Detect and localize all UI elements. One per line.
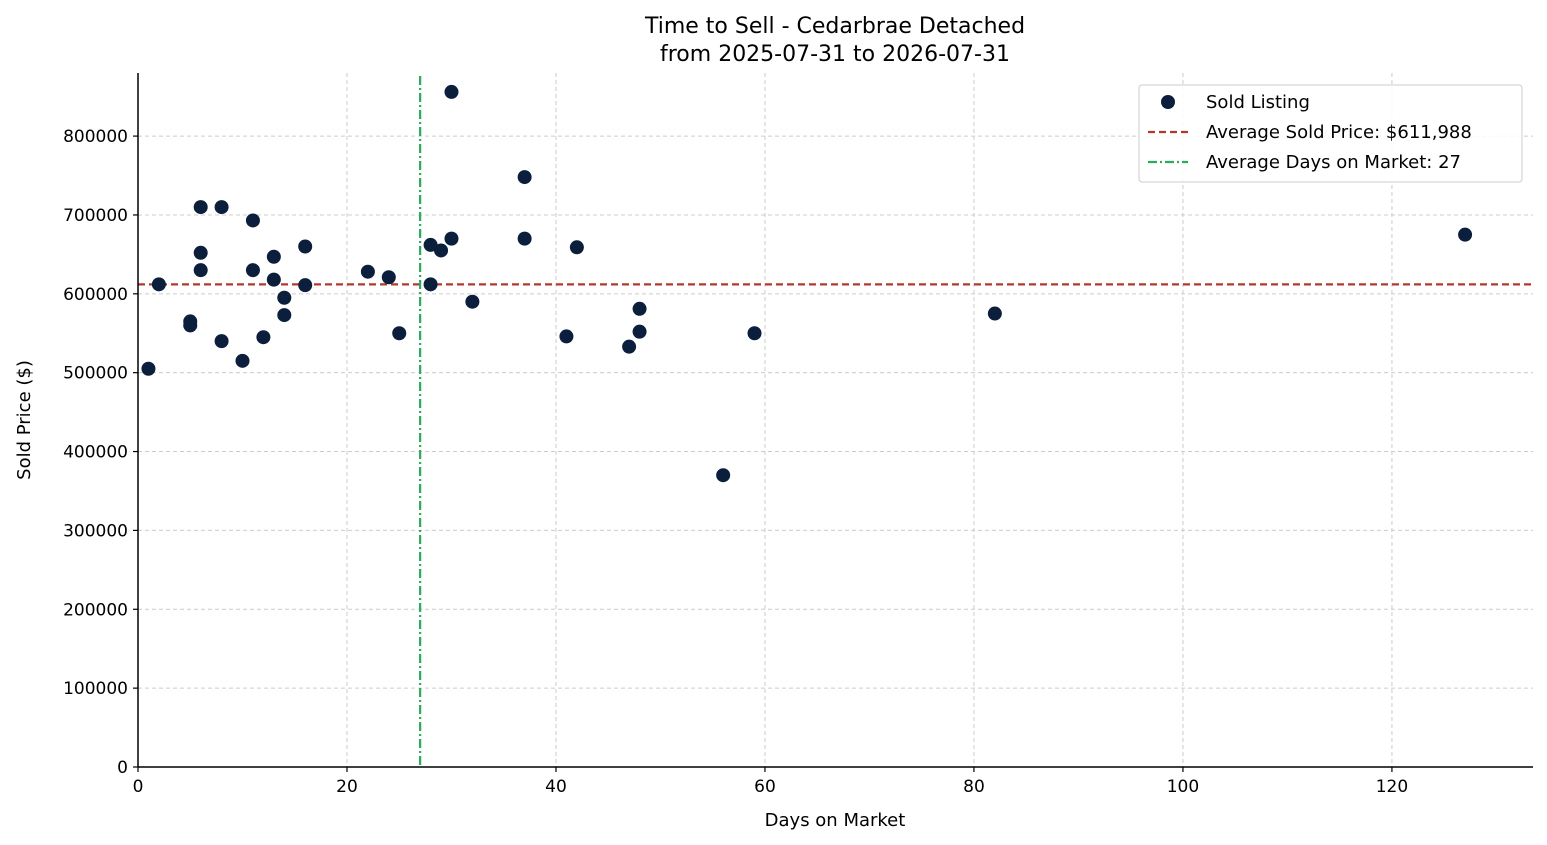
legend-label-sold-listing: Sold Listing — [1206, 92, 1310, 113]
y-tick-label: 500000 — [63, 364, 128, 384]
y-tick-label: 0 — [117, 758, 128, 778]
y-tick-label: 400000 — [63, 443, 128, 463]
x-tick-label: 80 — [963, 777, 985, 797]
sold-listing-point — [256, 330, 271, 345]
sold-listing-point — [193, 263, 208, 278]
sold-listing-point — [434, 243, 449, 258]
sold-listing-point — [298, 278, 313, 293]
y-tick-label: 800000 — [63, 127, 128, 147]
sold-listing-point — [245, 213, 260, 228]
y-tick-label: 300000 — [63, 521, 128, 541]
sold-listing-point — [622, 339, 637, 354]
points-layer — [141, 84, 1473, 483]
x-tick-label: 0 — [133, 777, 144, 797]
sold-listing-point — [517, 170, 532, 185]
legend-box — [1138, 84, 1523, 183]
sold-listing-point — [214, 200, 229, 215]
y-tick-label: 600000 — [63, 285, 128, 305]
sold-listing-point — [277, 308, 292, 323]
sold-listing-point — [569, 240, 584, 255]
y-tick-label: 200000 — [63, 600, 128, 620]
x-tick-label: 100 — [1167, 777, 1199, 797]
sold-listing-point — [266, 272, 281, 287]
sold-listing-point — [444, 231, 459, 246]
chart-title: Time to Sell - Cedarbrae Detached — [644, 14, 1025, 39]
reference-lines — [138, 76, 1533, 767]
sold-listing-point — [423, 237, 438, 252]
sold-listing-point — [1458, 227, 1473, 242]
sold-listing-point — [716, 468, 731, 483]
grid-layer — [138, 73, 1533, 767]
sold-listing-point — [245, 263, 260, 278]
sold-listing-point — [360, 264, 375, 279]
chart-subtitle: from 2025-07-31 to 2026-07-31 — [660, 42, 1010, 67]
axes-layer — [137, 73, 1533, 768]
sold-listing-point — [423, 277, 438, 292]
sold-listing-point — [444, 84, 459, 99]
x-tick-label: 40 — [545, 777, 567, 797]
sold-listing-point — [298, 239, 313, 254]
sold-listing-point — [392, 326, 407, 341]
x-axis-label: Days on Market — [765, 810, 906, 831]
sold-listing-point — [747, 326, 762, 341]
x-tick-label: 20 — [336, 777, 358, 797]
legend-label-average-days: Average Days on Market: 27 — [1206, 152, 1461, 173]
sold-listing-point — [151, 277, 166, 292]
legend: Sold Listing Average Sold Price: $611,98… — [1138, 84, 1523, 183]
y-tick-label: 700000 — [63, 206, 128, 226]
sold-listing-point — [214, 334, 229, 349]
legend-label-average-price: Average Sold Price: $611,988 — [1206, 122, 1472, 143]
y-tick-label: 100000 — [63, 679, 128, 699]
legend-marker-sold-listing — [1161, 95, 1175, 109]
sold-listing-point — [559, 329, 574, 344]
sold-listing-point — [193, 245, 208, 260]
sold-listing-point — [632, 324, 647, 339]
sold-listing-point — [381, 270, 396, 285]
sold-listing-point — [277, 290, 292, 305]
sold-listing-point — [517, 231, 532, 246]
sold-listing-point — [987, 306, 1002, 321]
sold-listing-point — [141, 361, 156, 376]
ticks-layer: 0 20 40 60 80 100 120 0 100000 200000 300000 400000… — [63, 127, 1408, 797]
sold-listing-point — [465, 294, 480, 309]
sold-listing-point — [193, 200, 208, 215]
x-tick-label: 120 — [1376, 777, 1408, 797]
x-tick-label: 60 — [754, 777, 776, 797]
sold-listing-point — [183, 318, 198, 333]
sold-listing-point — [632, 301, 647, 316]
sold-listing-point — [235, 353, 250, 368]
y-axis-label: Sold Price ($) — [14, 360, 35, 480]
sold-listing-point — [266, 249, 281, 264]
